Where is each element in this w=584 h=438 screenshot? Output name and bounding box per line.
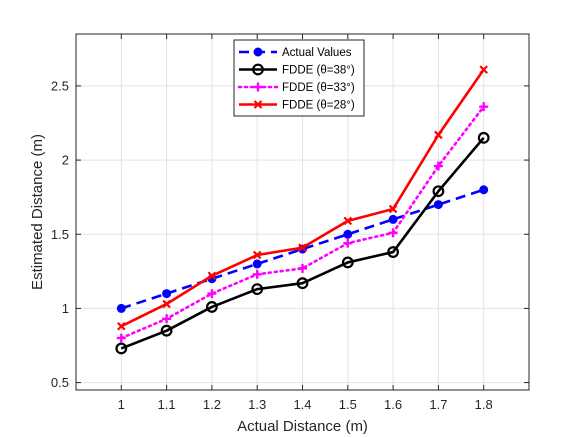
y-tick-label: 2.5: [51, 78, 69, 93]
data-point: [207, 271, 217, 281]
x-tick-label: 1.4: [293, 397, 311, 412]
data-point: [343, 229, 353, 239]
series-group: [115, 65, 490, 355]
x-tick-label: 1.6: [384, 397, 402, 412]
y-axis-label: Estimated Distance (m): [29, 134, 46, 290]
data-point: [343, 238, 353, 248]
x-tick-label: 1.2: [203, 397, 221, 412]
data-point: [298, 263, 307, 273]
legend-entry: FDDE (θ=33°): [237, 82, 355, 94]
legend-entry: FDDE (θ=28°): [239, 100, 355, 112]
x-tick-label: 1.1: [158, 397, 176, 412]
legend-label: FDDE (θ=33°): [282, 82, 355, 94]
legend-marker: [253, 100, 263, 109]
data-point: [388, 228, 398, 238]
legend: Actual Values FDDE (θ=38°) FDDE (θ=33°) FDD…: [233, 39, 365, 117]
data-point: [479, 65, 488, 74]
data-point: [251, 283, 264, 296]
x-axis-label: Actual Distance (m): [237, 418, 368, 435]
legend-marker: [253, 82, 263, 92]
legend-label: FDDE (θ=38°): [282, 65, 355, 77]
data-point: [434, 130, 443, 140]
data-point: [388, 214, 398, 224]
series-4: [117, 65, 488, 331]
y-tick-label: 1.5: [51, 227, 69, 242]
data-point: [477, 131, 490, 144]
data-point: [433, 161, 443, 171]
data-point: [116, 333, 126, 343]
x-tick-label: 1.5: [339, 397, 357, 412]
data-point: [252, 250, 262, 260]
series-3: [116, 102, 489, 343]
legend-label: Actual Values: [282, 47, 352, 59]
legend-label: FDDE (θ=28°): [282, 100, 355, 112]
x-tick-label: 1.7: [429, 397, 447, 412]
series-2: [115, 131, 490, 355]
data-point: [343, 216, 353, 226]
data-point: [388, 204, 398, 214]
y-tick-label: 2: [62, 153, 69, 168]
data-point: [298, 243, 307, 252]
x-tick-label: 1.3: [248, 397, 266, 412]
data-point: [162, 289, 172, 299]
x-tick-label: 1: [118, 397, 125, 412]
data-point: [162, 299, 171, 309]
data-point: [252, 259, 262, 269]
data-point: [479, 102, 489, 112]
data-point: [117, 321, 126, 331]
data-point: [432, 185, 445, 198]
data-point: [116, 303, 126, 313]
legend-entry: Actual Values: [239, 47, 352, 59]
data-point: [479, 185, 489, 195]
x-tick-label: 1.8: [475, 397, 493, 412]
legend-marker: [253, 47, 263, 57]
legend-entry: FDDE (θ=38°): [239, 63, 355, 77]
data-point: [205, 301, 218, 313]
y-tick-label: 1: [62, 301, 69, 316]
legend-marker: [252, 63, 264, 76]
data-point: [433, 200, 443, 210]
data-point: [341, 256, 354, 269]
data-point: [252, 269, 262, 279]
y-tick-label: 0.5: [51, 375, 69, 390]
axis-ticks: 1 1.1 1.2 1.3 1.4 1.5 1.6 1.7 1.8 0.5 1 1.5 2 2.5: [51, 34, 529, 412]
data-point: [160, 324, 173, 337]
series-line: [120, 105, 486, 340]
data-point: [387, 246, 400, 258]
data-point: [296, 277, 309, 290]
data-point: [207, 289, 217, 299]
series-line: [120, 136, 485, 350]
data-point: [162, 314, 172, 324]
data-point: [115, 342, 128, 355]
